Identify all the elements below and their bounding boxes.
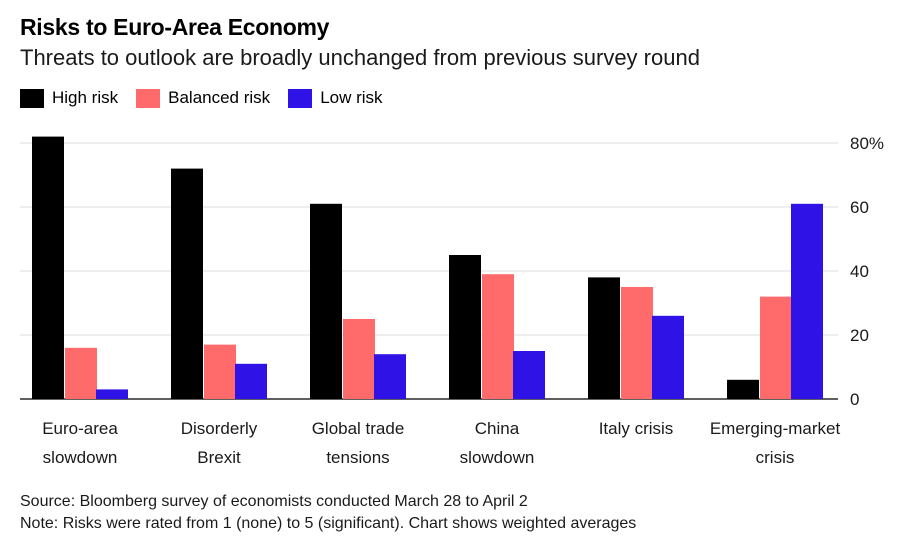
source-note: Source: Bloomberg survey of economists c… bbox=[20, 493, 528, 510]
legend-swatch-low-risk bbox=[288, 88, 313, 108]
legend: High risk Balanced risk Low risk bbox=[20, 88, 401, 108]
bar-low-risk-china-slowdown bbox=[513, 351, 545, 399]
bar-balanced-risk-euro-area-slowdown bbox=[65, 347, 97, 399]
x-tick-label-italy-crisis: Italy crisis bbox=[599, 419, 674, 438]
chart-subtitle: Threats to outlook are broadly unchanged… bbox=[20, 45, 700, 70]
bar-high-risk-euro-area-slowdown bbox=[32, 136, 64, 399]
legend-label-high-risk: High risk bbox=[52, 88, 119, 107]
x-tick-label-global-trade-tensions: Global trade tensions bbox=[312, 419, 405, 467]
bar-chart: 0 20 40 60 80% Euro-area slowdown Disorderly Bre… bbox=[20, 134, 884, 467]
x-tick-label-disorderly-brexit: Disorderly Brexit bbox=[181, 419, 258, 467]
bar-high-risk-disorderly-brexit bbox=[171, 168, 203, 399]
bar-low-risk-emerging-market-crisis bbox=[791, 203, 823, 399]
x-tick-label-euro-area-slowdown: Euro-area slowdown bbox=[42, 419, 118, 467]
y-tick-label-60: 60 bbox=[850, 198, 869, 217]
legend-item-balanced-risk: Balanced risk bbox=[136, 88, 270, 108]
y-tick-label-0: 0 bbox=[850, 390, 859, 409]
bar-balanced-risk-china-slowdown bbox=[482, 274, 514, 399]
legend-label-low-risk: Low risk bbox=[320, 88, 383, 107]
bar-balanced-risk-global-trade-tensions bbox=[343, 319, 375, 399]
bar-high-risk-italy-crisis bbox=[588, 277, 620, 399]
bar-balanced-risk-emerging-market-crisis bbox=[760, 296, 792, 399]
bar-low-risk-euro-area-slowdown bbox=[96, 389, 128, 399]
y-tick-label-20: 20 bbox=[850, 326, 869, 345]
y-tick-label-80: 80% bbox=[850, 134, 884, 153]
legend-swatch-balanced-risk bbox=[136, 88, 161, 108]
bar-low-risk-global-trade-tensions bbox=[374, 354, 406, 399]
bar-balanced-risk-disorderly-brexit bbox=[204, 344, 236, 399]
legend-swatch-high-risk bbox=[20, 88, 44, 108]
bar-low-risk-disorderly-brexit bbox=[235, 363, 267, 399]
bar-high-risk-china-slowdown bbox=[449, 255, 481, 399]
legend-label-balanced-risk: Balanced risk bbox=[168, 88, 271, 107]
methodology-note: Note: Risks were rated from 1 (none) to … bbox=[20, 515, 637, 532]
bar-high-risk-emerging-market-crisis bbox=[727, 379, 759, 399]
bar-high-risk-global-trade-tensions bbox=[310, 203, 342, 399]
bar-balanced-risk-italy-crisis bbox=[621, 287, 653, 399]
chart-title: Risks to Euro-Area Economy bbox=[20, 14, 330, 40]
legend-item-low-risk: Low risk bbox=[288, 88, 383, 108]
x-tick-label-emerging-market-crisis: Emerging-market crisis bbox=[710, 419, 841, 467]
legend-item-high-risk: High risk bbox=[20, 88, 118, 108]
bar-low-risk-italy-crisis bbox=[652, 315, 684, 399]
y-tick-label-40: 40 bbox=[850, 262, 869, 281]
x-tick-label-china-slowdown: China slowdown bbox=[460, 419, 535, 467]
